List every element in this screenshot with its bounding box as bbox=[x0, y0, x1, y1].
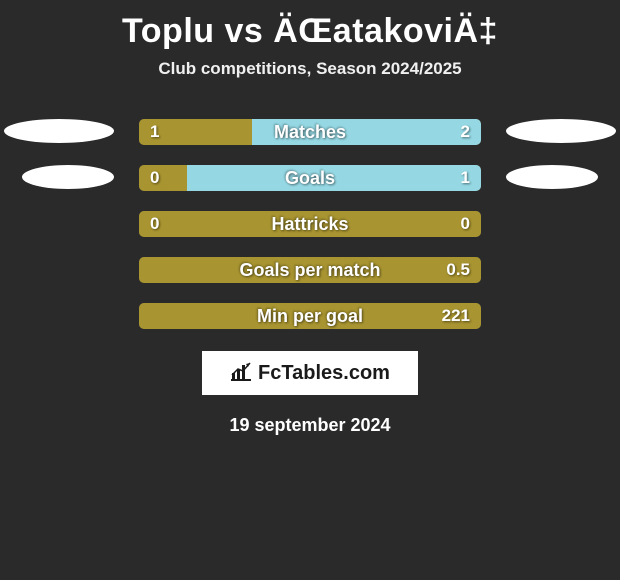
page-title: Toplu vs ÄŒatakoviÄ‡ bbox=[0, 0, 620, 59]
stat-row: Hattricks00 bbox=[0, 201, 620, 247]
stat-bar-left bbox=[139, 165, 187, 191]
brand-text: FcTables.com bbox=[258, 362, 390, 385]
stat-bar-right bbox=[187, 165, 481, 191]
chart-icon bbox=[230, 361, 252, 386]
stat-row: Min per goal221 bbox=[0, 293, 620, 339]
brand-box: FcTables.com bbox=[202, 351, 418, 395]
stat-bar-left bbox=[139, 303, 481, 329]
team-marker-left bbox=[22, 165, 114, 189]
brand-inner: FcTables.com bbox=[230, 361, 390, 386]
stat-bar-left bbox=[139, 119, 252, 145]
page-subtitle: Club competitions, Season 2024/2025 bbox=[0, 59, 620, 109]
stats-container: Matches12Goals01Hattricks00Goals per mat… bbox=[0, 109, 620, 339]
team-marker-right bbox=[506, 119, 616, 143]
stat-row: Goals per match0.5 bbox=[0, 247, 620, 293]
date-label: 19 september 2024 bbox=[0, 395, 620, 436]
stat-bar-left bbox=[139, 211, 481, 237]
team-marker-right bbox=[506, 165, 598, 189]
stat-bar bbox=[139, 165, 481, 191]
stat-bar-left bbox=[139, 257, 481, 283]
stat-bar bbox=[139, 257, 481, 283]
stat-bar bbox=[139, 119, 481, 145]
stat-row: Goals01 bbox=[0, 155, 620, 201]
stat-bar-right bbox=[252, 119, 481, 145]
team-marker-left bbox=[4, 119, 114, 143]
stat-row: Matches12 bbox=[0, 109, 620, 155]
stat-bar bbox=[139, 303, 481, 329]
stat-bar bbox=[139, 211, 481, 237]
